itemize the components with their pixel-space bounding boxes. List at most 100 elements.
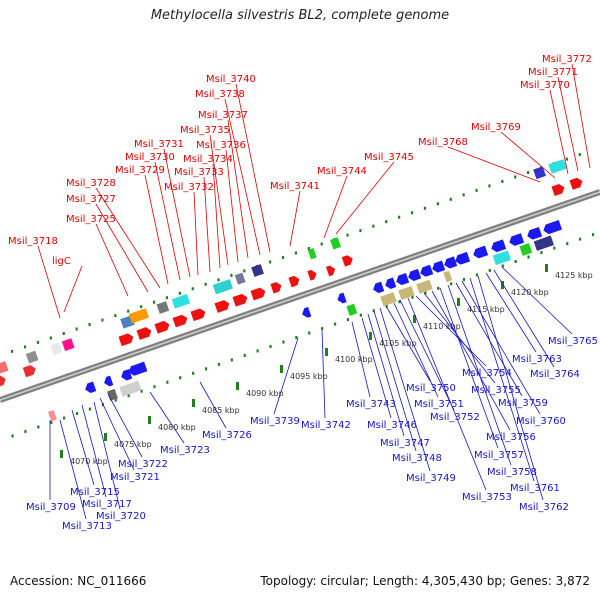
bottom-tick-dot xyxy=(204,367,208,371)
axis-tick-label: 4120 kbp xyxy=(511,288,549,297)
top-gene-label: Msil_3732 xyxy=(164,182,214,193)
top-tick-dot xyxy=(62,331,65,335)
bottom-gene-label: Msil_3720 xyxy=(96,511,146,522)
forward-gene-box xyxy=(548,159,567,174)
bottom-tick-dot xyxy=(553,246,556,250)
bottom-gene-label: Msil_3763 xyxy=(512,354,562,365)
top-gene-label: Msil_3731 xyxy=(134,139,184,150)
top-leader-line xyxy=(571,63,591,169)
reverse-gene-shape xyxy=(396,273,410,286)
top-tick-dot xyxy=(320,242,323,246)
reverse-gene-shape xyxy=(543,220,563,235)
reverse-gene xyxy=(128,361,148,376)
bottom-tick-dot xyxy=(269,344,272,348)
forward-gene xyxy=(569,177,583,190)
bottom-gene-label: Msil_3756 xyxy=(486,432,536,443)
bottom-tick-dot xyxy=(398,300,401,304)
forward-gene-box-shape xyxy=(50,342,63,355)
bottom-tick-dot xyxy=(385,304,388,308)
bottom-gene-label: Msil_3761 xyxy=(510,483,560,494)
bottom-tick-dot xyxy=(579,237,582,241)
map-title: Methylocella silvestris BL2, complete ge… xyxy=(150,8,450,23)
bottom-tick-dot xyxy=(127,394,130,398)
top-gene-label: Msil_3728 xyxy=(66,178,116,189)
forward-gene-box xyxy=(307,247,317,260)
bottom-tick-dot xyxy=(308,331,311,335)
accession-text: Accession: NC_011666 xyxy=(10,574,147,588)
bottom-leader-line xyxy=(393,302,439,398)
top-tick-dot xyxy=(127,309,130,313)
bottom-leader-line xyxy=(461,280,541,415)
forward-gene-shape xyxy=(22,365,36,378)
bottom-leader-line xyxy=(107,393,143,458)
top-tick-dot xyxy=(243,269,246,273)
bottom-leader-line xyxy=(367,313,405,437)
forward-gene xyxy=(190,308,206,322)
reverse-gene xyxy=(491,239,507,253)
bottom-tick-dot xyxy=(282,340,285,344)
reverse-gene-box xyxy=(380,292,397,307)
bottom-tick-dot xyxy=(566,242,569,246)
forward-gene-shape xyxy=(0,375,6,388)
reverse-gene-box-shape xyxy=(119,380,142,397)
forward-gene xyxy=(154,320,170,334)
top-tick-dot xyxy=(49,336,52,340)
top-leader-line xyxy=(163,148,191,278)
bottom-tick-dot xyxy=(37,425,40,429)
reverse-gene-shape xyxy=(473,245,489,259)
top-gene-label: Msil_3733 xyxy=(174,167,224,178)
top-tick-dot xyxy=(565,157,568,161)
bottom-tick-dot xyxy=(591,233,595,237)
top-leader-line xyxy=(95,187,161,289)
forward-gene-box xyxy=(251,264,264,277)
forward-gene-shape xyxy=(250,287,266,301)
axis-major-tick xyxy=(413,315,416,323)
bottom-tick-dot xyxy=(114,398,117,402)
reverse-gene xyxy=(85,381,97,393)
forward-gene-box xyxy=(212,279,234,295)
top-gene-label: Msil_3770 xyxy=(520,80,570,91)
top-tick-dot xyxy=(178,291,181,295)
forward-gene-box-shape xyxy=(61,338,75,351)
bottom-tick-dot xyxy=(540,251,543,255)
forward-gene-box-shape xyxy=(25,350,39,364)
reverse-gene-shape xyxy=(432,260,446,273)
bottom-tick-dot xyxy=(437,286,440,290)
top-gene-label: Msil_3740 xyxy=(206,74,256,85)
forward-gene-box xyxy=(0,361,9,374)
bottom-gene-label: Msil_3760 xyxy=(516,416,566,427)
axis-tick-label: 4100 kbp xyxy=(335,355,373,364)
forward-gene xyxy=(288,275,300,288)
reverse-gene xyxy=(104,375,114,387)
reverse-gene-box xyxy=(519,243,533,256)
reverse-gene-shape xyxy=(385,277,397,289)
top-tick-dot xyxy=(23,345,27,349)
top-leader-line xyxy=(37,245,61,319)
reverse-gene xyxy=(509,233,525,246)
forward-gene-shape xyxy=(288,275,300,288)
reverse-gene-box-shape xyxy=(380,292,397,307)
bottom-gene-label: Msil_3742 xyxy=(301,420,351,431)
bottom-gene-label: Msil_3754 xyxy=(462,368,512,379)
bottom-leader-line xyxy=(385,305,431,382)
top-tick-dot xyxy=(307,247,310,251)
bottom-gene-label: Msil_3722 xyxy=(118,459,168,470)
forward-gene-box xyxy=(50,342,63,355)
top-tick-dot xyxy=(281,255,285,259)
axis-tick-label: 4115 kbp xyxy=(467,305,505,314)
reverse-gene xyxy=(444,256,458,269)
reverse-gene xyxy=(473,245,489,259)
reverse-gene xyxy=(396,273,410,286)
reverse-gene-box xyxy=(416,279,433,294)
bottom-tick-dot xyxy=(217,362,221,366)
backbone-highlight xyxy=(0,191,600,401)
reverse-gene-shape xyxy=(302,306,312,318)
reverse-gene xyxy=(408,268,422,281)
top-leader-line xyxy=(323,175,348,239)
bottom-gene-label: Msil_3723 xyxy=(160,445,210,456)
forward-gene-shape xyxy=(118,333,134,347)
top-gene-label: Msil_3736 xyxy=(196,140,246,151)
axis-tick-label: 4080 kbp xyxy=(158,423,196,432)
